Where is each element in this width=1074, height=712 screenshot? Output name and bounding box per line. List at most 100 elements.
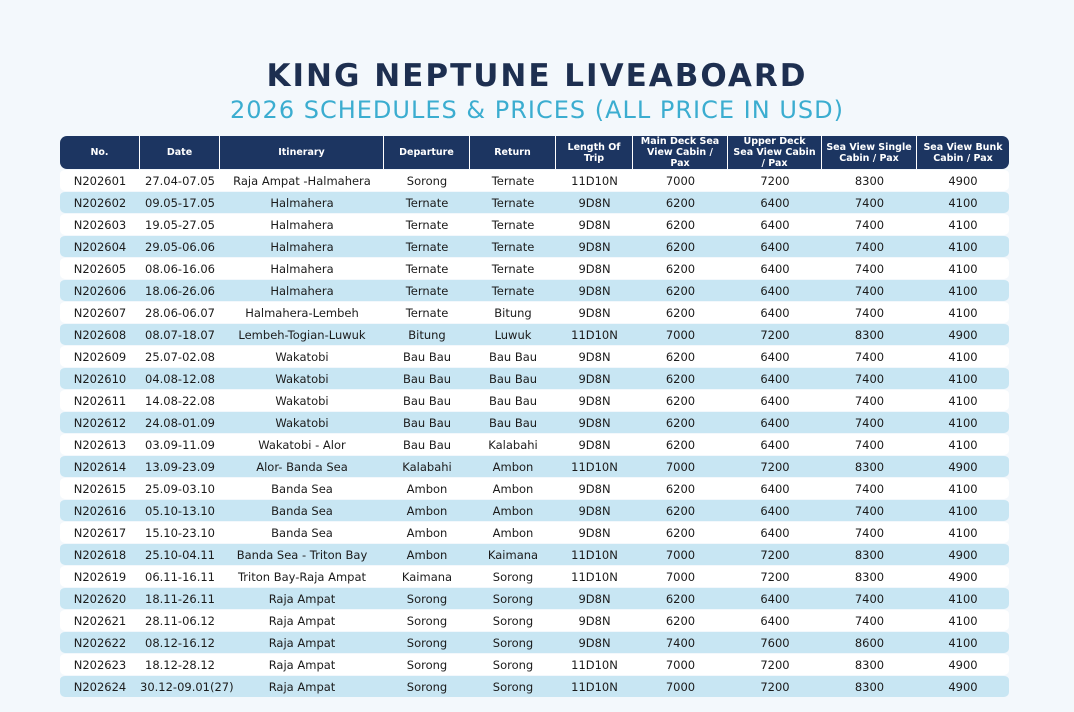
table-cell: N202622: [60, 631, 140, 653]
table-cell: 19.05-27.05: [140, 213, 220, 235]
table-cell: 6200: [633, 213, 728, 235]
table-cell: Bau Bau: [384, 411, 470, 433]
table-cell: N202618: [60, 543, 140, 565]
table-cell: 27.04-07.05: [140, 169, 220, 191]
table-cell: 9D8N: [556, 367, 633, 389]
table-row: N202624 30.12-09.01(27) Raja Ampat Sorong So…: [60, 675, 1009, 697]
table-cell: Sorong: [470, 653, 556, 675]
table-row: N202620 18.11-26.11 Raja Ampat Sorong Sorong…: [60, 587, 1009, 609]
table-cell: 7200: [728, 543, 822, 565]
table-row: N202613 03.09-11.09 Wakatobi - Alor Bau Bau…: [60, 433, 1009, 455]
table-cell: Ternate: [384, 191, 470, 213]
table-cell: 7000: [633, 169, 728, 191]
table-cell: 4100: [917, 631, 1009, 653]
table-cell: 18.06-26.06: [140, 279, 220, 301]
table-cell: 6400: [728, 499, 822, 521]
table-cell: 8600: [822, 631, 917, 653]
table-cell: Raja Ampat -Halmahera: [220, 169, 384, 191]
table-cell: Sorong: [470, 675, 556, 697]
column-header: Length Of Trip: [556, 136, 633, 169]
table-cell: N202601: [60, 169, 140, 191]
table-cell: 6200: [633, 499, 728, 521]
table-row: N202623 18.12-28.12 Raja Ampat Sorong Sorong…: [60, 653, 1009, 675]
table-cell: Raja Ampat: [220, 609, 384, 631]
table-cell: 6200: [633, 389, 728, 411]
table-row: N202604 29.05-06.06 Halmahera Ternate Ternat…: [60, 235, 1009, 257]
table-row: N202606 18.06-26.06 Halmahera Ternate Ternat…: [60, 279, 1009, 301]
table-cell: 14.08-22.08: [140, 389, 220, 411]
table-cell: Bau Bau: [470, 367, 556, 389]
table-cell: 6400: [728, 521, 822, 543]
table-row: N202607 28.06-06.07 Halmahera-Lembeh Ternat…: [60, 301, 1009, 323]
table-cell: 03.09-11.09: [140, 433, 220, 455]
table-row: N202603 19.05-27.05 Halmahera Ternate Ternat…: [60, 213, 1009, 235]
table-cell: 28.11-06.12: [140, 609, 220, 631]
table-cell: 6200: [633, 609, 728, 631]
table-cell: 8300: [822, 323, 917, 345]
table-cell: 25.09-03.10: [140, 477, 220, 499]
table-cell: 7400: [822, 411, 917, 433]
table-cell: 11D10N: [556, 675, 633, 697]
table-row: N202621 28.11-06.12 Raja Ampat Sorong Sorong…: [60, 609, 1009, 631]
subtitle: 2026 SCHEDULES & PRICES (ALL PRICE IN US…: [230, 96, 844, 124]
table-cell: N202619: [60, 565, 140, 587]
table-cell: Halmahera: [220, 213, 384, 235]
table-row: N202615 25.09-03.10 Banda Sea Ambon Ambon 9D8…: [60, 477, 1009, 499]
table-cell: 4900: [917, 543, 1009, 565]
table-cell: Ambon: [384, 521, 470, 543]
table-cell: 28.06-06.07: [140, 301, 220, 323]
table-cell: Raja Ampat: [220, 587, 384, 609]
table-cell: Sorong: [384, 631, 470, 653]
column-header: Sea View Bunk Cabin / Pax: [917, 136, 1009, 169]
table-cell: Ambon: [384, 543, 470, 565]
table-row: N202602 09.05-17.05 Halmahera Ternate Ternat…: [60, 191, 1009, 213]
table-cell: 15.10-23.10: [140, 521, 220, 543]
table-cell: 7000: [633, 675, 728, 697]
table-cell: Ternate: [470, 257, 556, 279]
table-cell: 4100: [917, 345, 1009, 367]
table-cell: Ambon: [384, 477, 470, 499]
table-cell: 9D8N: [556, 235, 633, 257]
table-cell: N202605: [60, 257, 140, 279]
table-cell: Halmahera: [220, 279, 384, 301]
table-cell: 9D8N: [556, 609, 633, 631]
table-cell: 8300: [822, 565, 917, 587]
table-cell: 11D10N: [556, 323, 633, 345]
table-cell: 6400: [728, 279, 822, 301]
table-row: N202618 25.10-04.11 Banda Sea - Triton Bay…: [60, 543, 1009, 565]
table-cell: Ambon: [384, 499, 470, 521]
table-cell: 4100: [917, 191, 1009, 213]
table-cell: 7200: [728, 169, 822, 191]
table-cell: Banda Sea: [220, 499, 384, 521]
table-cell: Sorong: [384, 653, 470, 675]
table-cell: 7400: [822, 191, 917, 213]
table-cell: 6400: [728, 587, 822, 609]
table-cell: Banda Sea: [220, 521, 384, 543]
table-cell: Bitung: [470, 301, 556, 323]
table-cell: N202615: [60, 477, 140, 499]
table-cell: Banda Sea - Triton Bay: [220, 543, 384, 565]
table-cell: 4900: [917, 455, 1009, 477]
table-cell: 6400: [728, 477, 822, 499]
table-cell: N202609: [60, 345, 140, 367]
table-cell: 24.08-01.09: [140, 411, 220, 433]
table-cell: Bau Bau: [384, 367, 470, 389]
table-cell: Ternate: [470, 235, 556, 257]
table-cell: 9D8N: [556, 345, 633, 367]
table-cell: Sorong: [384, 609, 470, 631]
table-cell: 6200: [633, 433, 728, 455]
table-cell: Ambon: [470, 455, 556, 477]
table-cell: 6400: [728, 191, 822, 213]
table-cell: 7400: [822, 235, 917, 257]
column-header: Main Deck Sea View Cabin / Pax: [633, 136, 728, 169]
title: KING NEPTUNE LIVEABOARD: [266, 58, 808, 94]
table-cell: Alor- Banda Sea: [220, 455, 384, 477]
table-cell: 6200: [633, 279, 728, 301]
table-cell: 4100: [917, 367, 1009, 389]
table-cell: 6200: [633, 257, 728, 279]
table-cell: Halmahera: [220, 191, 384, 213]
table-cell: Banda Sea: [220, 477, 384, 499]
table-cell: 9D8N: [556, 301, 633, 323]
table-cell: 7400: [822, 587, 917, 609]
